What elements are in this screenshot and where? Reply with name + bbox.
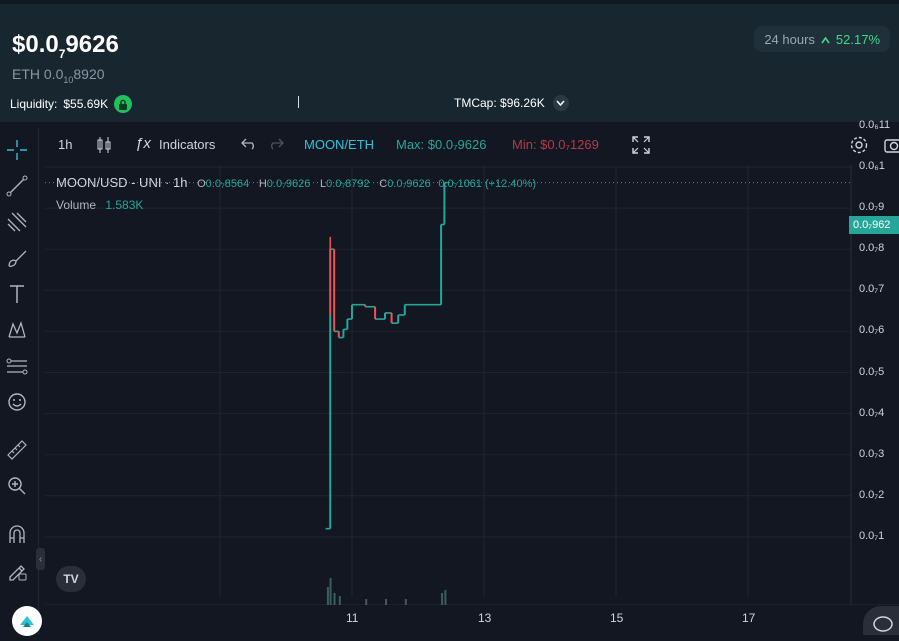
zoom-icon[interactable] — [5, 474, 29, 498]
volume-label: Volume — [56, 198, 97, 212]
legend-symbol: MOON/USD - UNI · 1h — [56, 175, 188, 190]
legend-o-value: 0.0₇8564 — [205, 178, 250, 190]
candle-type-icon[interactable] — [96, 136, 112, 157]
undo-icon[interactable] — [241, 136, 257, 153]
divider — [298, 96, 299, 108]
crosshair-icon[interactable] — [5, 138, 29, 162]
legend-c-label: C — [379, 178, 388, 190]
tmcap-value: $96.26K — [500, 96, 545, 110]
text-icon[interactable] — [5, 282, 29, 306]
collapse-toolbar-button[interactable]: ‹ — [36, 548, 45, 570]
volume-bar — [385, 599, 387, 605]
token-price: $0.079626 — [12, 31, 119, 61]
legend-l-label: L — [319, 178, 327, 190]
forecast-icon[interactable] — [5, 354, 29, 378]
price-chart[interactable] — [45, 165, 899, 605]
volume-bar — [404, 599, 407, 605]
chat-icon[interactable] — [863, 606, 899, 635]
lock-icon[interactable] — [114, 95, 133, 113]
fx-icon[interactable]: ƒx — [135, 135, 151, 152]
volume-bar — [338, 596, 341, 605]
tmcap[interactable]: TMCap: $96.26K — [454, 95, 569, 111]
magnet-icon[interactable] — [5, 522, 29, 546]
max-price: Max: $0.0₇9626 — [396, 137, 487, 152]
volume-bar — [326, 587, 329, 605]
price-tick-label: 0.0₇5 — [859, 365, 885, 378]
liquidity-label: Liquidity: — [10, 97, 58, 111]
arrow-up-icon — [821, 32, 830, 47]
camera-icon[interactable] — [884, 136, 899, 157]
volume-bar — [441, 593, 444, 605]
token-header: $0.079626 ETH 0.0108920 24 hours 52.17% … — [0, 0, 899, 122]
min-price: Min: $0.0₇1269 — [512, 137, 599, 152]
timeframe-label: 24 hours — [764, 31, 815, 47]
pattern-icon[interactable] — [5, 318, 29, 342]
liquidity: Liquidity: $55.69K — [10, 95, 133, 113]
fib-icon[interactable] — [5, 210, 29, 234]
volume-value: 1.583K — [105, 198, 144, 212]
price-tick-label: 0.0₆11 — [859, 118, 891, 131]
lock-draw-icon[interactable] — [5, 558, 29, 582]
volume-bar — [333, 593, 336, 605]
volume-bar — [329, 578, 332, 605]
price-tick-label: 0.0₇8 — [859, 242, 885, 255]
tmcap-label: TMCap: — [454, 96, 497, 110]
brush-icon[interactable] — [5, 246, 29, 270]
price-tick-label: 0.0₇3 — [859, 447, 885, 460]
legend-c-value: 0.0₇9626 — [387, 178, 431, 190]
price-tick-label: 0.0₇6 — [859, 324, 885, 337]
legend-h-label: H — [258, 178, 267, 190]
legend-h-value: 0.0₇9626 — [266, 178, 311, 190]
price-tick-label: 0.0₆1 — [859, 160, 885, 172]
volume-bar — [444, 590, 447, 605]
chart-toolbar: 1h ƒx Indicators MOON/ETH Max: $0.0₇9626… — [0, 128, 899, 164]
time-tick-label: 13 — [478, 611, 492, 625]
price-tick-label: 0.0₇1 — [859, 529, 885, 542]
interval-button[interactable]: 1h — [58, 137, 73, 152]
price-tick-label: 0.0₇9 — [859, 201, 885, 214]
timeframe-change-badge[interactable]: 24 hours 52.17% — [754, 26, 890, 52]
change-percent: 52.17% — [835, 31, 880, 47]
indicators-button[interactable]: Indicators — [159, 137, 216, 152]
time-tick-label: 11 — [346, 611, 359, 625]
dextools-logo[interactable] — [12, 606, 42, 636]
time-tick-label: 15 — [610, 611, 624, 625]
tradingview-logo[interactable]: TV — [56, 566, 86, 592]
trendline-icon[interactable] — [5, 174, 29, 198]
chart-legend: MOON/USD - UNI · 1h O0.0₇8564 H0.0₇9626 … — [56, 175, 536, 190]
volume-legend: Volume 1.583K — [56, 198, 143, 212]
price-tick-label: 0.0₇4 — [859, 406, 885, 419]
liquidity-value: $55.69K — [63, 97, 109, 111]
price-tick-label: 0.0₇2 — [859, 488, 885, 501]
token-eth-price: ETH 0.0108920 — [12, 66, 105, 85]
time-tick-label: 17 — [742, 611, 756, 625]
legend-o-label: O — [197, 178, 206, 190]
fullscreen-icon[interactable] — [632, 136, 650, 157]
legend-l-value: 0.0₇8792 — [326, 178, 370, 190]
ruler-icon[interactable] — [5, 438, 29, 462]
settings-icon[interactable] — [849, 135, 869, 158]
redo-icon[interactable] — [268, 136, 284, 153]
pair-label[interactable]: MOON/ETH — [304, 137, 375, 152]
emoji-icon[interactable] — [5, 390, 29, 414]
chevron-down-icon[interactable] — [552, 95, 569, 111]
legend-change: 0.0₇1061 (+12.40%) — [438, 178, 537, 190]
volume-bar — [365, 599, 368, 605]
price-tick-label: 0.0₇7 — [859, 283, 885, 296]
last-price-label: 0.0₇962 — [849, 216, 899, 234]
drawing-toolbar — [0, 128, 39, 635]
